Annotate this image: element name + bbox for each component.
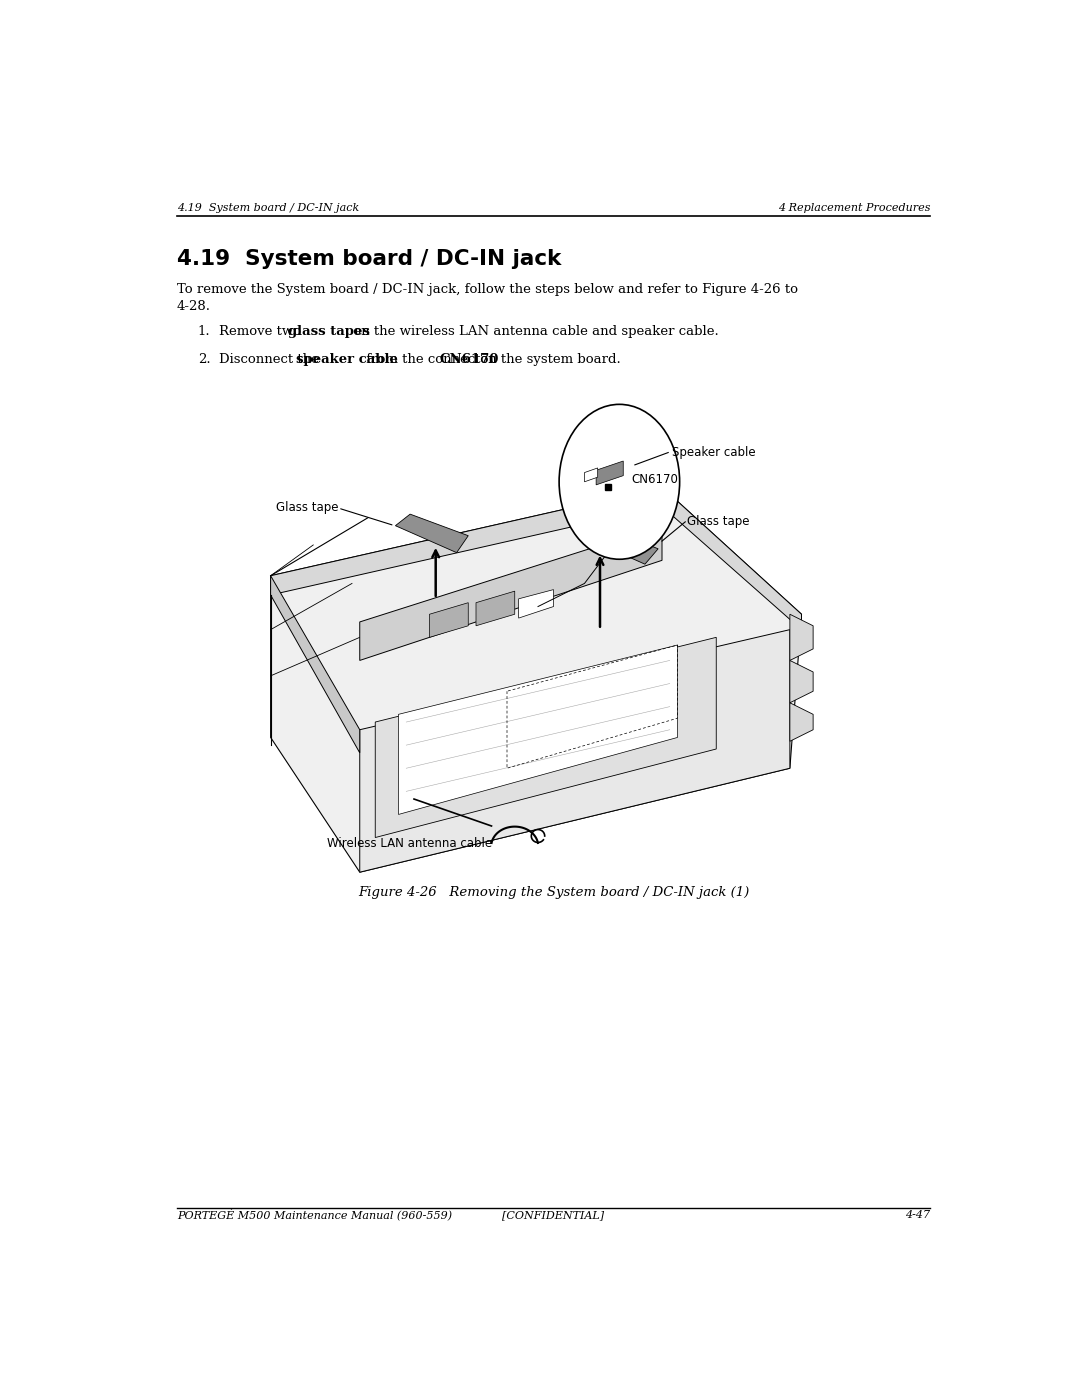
Text: Speaker cable: Speaker cable	[673, 446, 756, 460]
Polygon shape	[271, 488, 801, 872]
Text: 4 Replacement Procedures: 4 Replacement Procedures	[778, 203, 930, 212]
Text: Remove two: Remove two	[218, 324, 305, 338]
Text: To remove the System board / DC-IN jack, follow the steps below and refer to Fig: To remove the System board / DC-IN jack,…	[177, 282, 798, 296]
Polygon shape	[360, 525, 662, 661]
Text: speaker cable: speaker cable	[296, 352, 397, 366]
Text: on the wireless LAN antenna cable and speaker cable.: on the wireless LAN antenna cable and sp…	[349, 324, 719, 338]
Polygon shape	[584, 525, 658, 564]
Text: 1.: 1.	[198, 324, 211, 338]
Polygon shape	[596, 461, 623, 485]
Polygon shape	[360, 630, 789, 872]
Text: 4-47: 4-47	[905, 1210, 930, 1221]
Polygon shape	[789, 661, 813, 703]
Polygon shape	[476, 591, 515, 626]
Circle shape	[559, 404, 679, 559]
Polygon shape	[271, 576, 360, 753]
Text: 4.19  System board / DC-IN jack: 4.19 System board / DC-IN jack	[177, 250, 562, 270]
Text: [CONFIDENTIAL]: [CONFIDENTIAL]	[502, 1210, 605, 1221]
Polygon shape	[395, 514, 469, 553]
Text: 2.: 2.	[198, 352, 211, 366]
Text: 4.19  System board / DC-IN jack: 4.19 System board / DC-IN jack	[177, 203, 359, 212]
Text: glass tapes: glass tapes	[288, 324, 370, 338]
Text: on the system board.: on the system board.	[475, 352, 620, 366]
Polygon shape	[430, 602, 469, 637]
Text: Disconnect the: Disconnect the	[218, 352, 323, 366]
Text: Glass tape: Glass tape	[275, 502, 338, 514]
Polygon shape	[518, 590, 554, 617]
Text: Wireless LAN antenna cable: Wireless LAN antenna cable	[327, 837, 492, 851]
Polygon shape	[375, 637, 716, 838]
Polygon shape	[584, 468, 597, 482]
Polygon shape	[789, 615, 813, 661]
Text: CN6170: CN6170	[631, 474, 678, 486]
Text: PORTEGÉ M500 Maintenance Manual (960-559): PORTEGÉ M500 Maintenance Manual (960-559…	[177, 1210, 451, 1221]
Text: 4-28.: 4-28.	[177, 300, 211, 313]
Text: Glass tape: Glass tape	[687, 515, 750, 528]
Text: from the connector: from the connector	[362, 352, 499, 366]
Text: Figure 4-26   Removing the System board / DC-IN jack (1): Figure 4-26 Removing the System board / …	[357, 886, 750, 900]
Polygon shape	[399, 645, 677, 814]
Text: CN6170: CN6170	[440, 352, 499, 366]
Polygon shape	[271, 488, 801, 630]
Polygon shape	[789, 703, 813, 742]
